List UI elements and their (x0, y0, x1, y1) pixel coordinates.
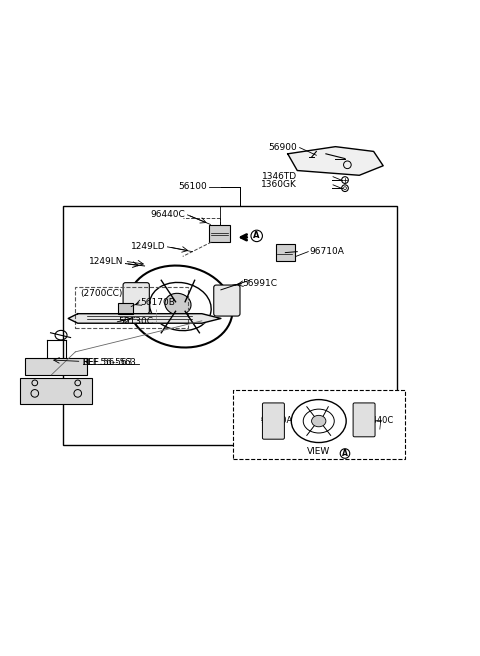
Text: 56991C: 56991C (242, 279, 277, 288)
Text: VIEW: VIEW (307, 447, 330, 456)
Text: 56170B: 56170B (140, 298, 175, 307)
Text: 56130C: 56130C (118, 318, 153, 326)
Text: 96440C: 96440C (362, 416, 394, 424)
Text: 1360GK: 1360GK (262, 180, 297, 190)
FancyBboxPatch shape (21, 378, 92, 404)
FancyBboxPatch shape (25, 358, 87, 375)
FancyBboxPatch shape (276, 245, 295, 261)
Text: 1249LD: 1249LD (132, 242, 166, 251)
Text: A: A (342, 449, 348, 458)
Text: REF.56-563: REF.56-563 (83, 358, 136, 367)
FancyBboxPatch shape (263, 403, 284, 440)
FancyBboxPatch shape (233, 390, 405, 459)
Polygon shape (68, 314, 221, 323)
Text: REF.56-563: REF.56-563 (83, 358, 133, 367)
Text: 56900: 56900 (268, 143, 297, 152)
FancyBboxPatch shape (214, 285, 240, 316)
FancyBboxPatch shape (123, 283, 149, 314)
FancyBboxPatch shape (353, 403, 375, 437)
Text: 1249LN: 1249LN (89, 256, 123, 266)
Text: 96710A: 96710A (309, 247, 344, 256)
Text: 1346TD: 1346TD (262, 173, 297, 181)
FancyBboxPatch shape (118, 303, 132, 314)
Ellipse shape (165, 293, 191, 315)
Ellipse shape (312, 415, 326, 427)
Text: 96440C: 96440C (150, 211, 185, 219)
Polygon shape (288, 147, 383, 175)
Text: 56100: 56100 (178, 182, 206, 191)
Text: A: A (253, 232, 260, 240)
FancyBboxPatch shape (209, 226, 230, 242)
Text: (2700CC): (2700CC) (80, 289, 122, 298)
Text: 96710A: 96710A (261, 416, 293, 424)
